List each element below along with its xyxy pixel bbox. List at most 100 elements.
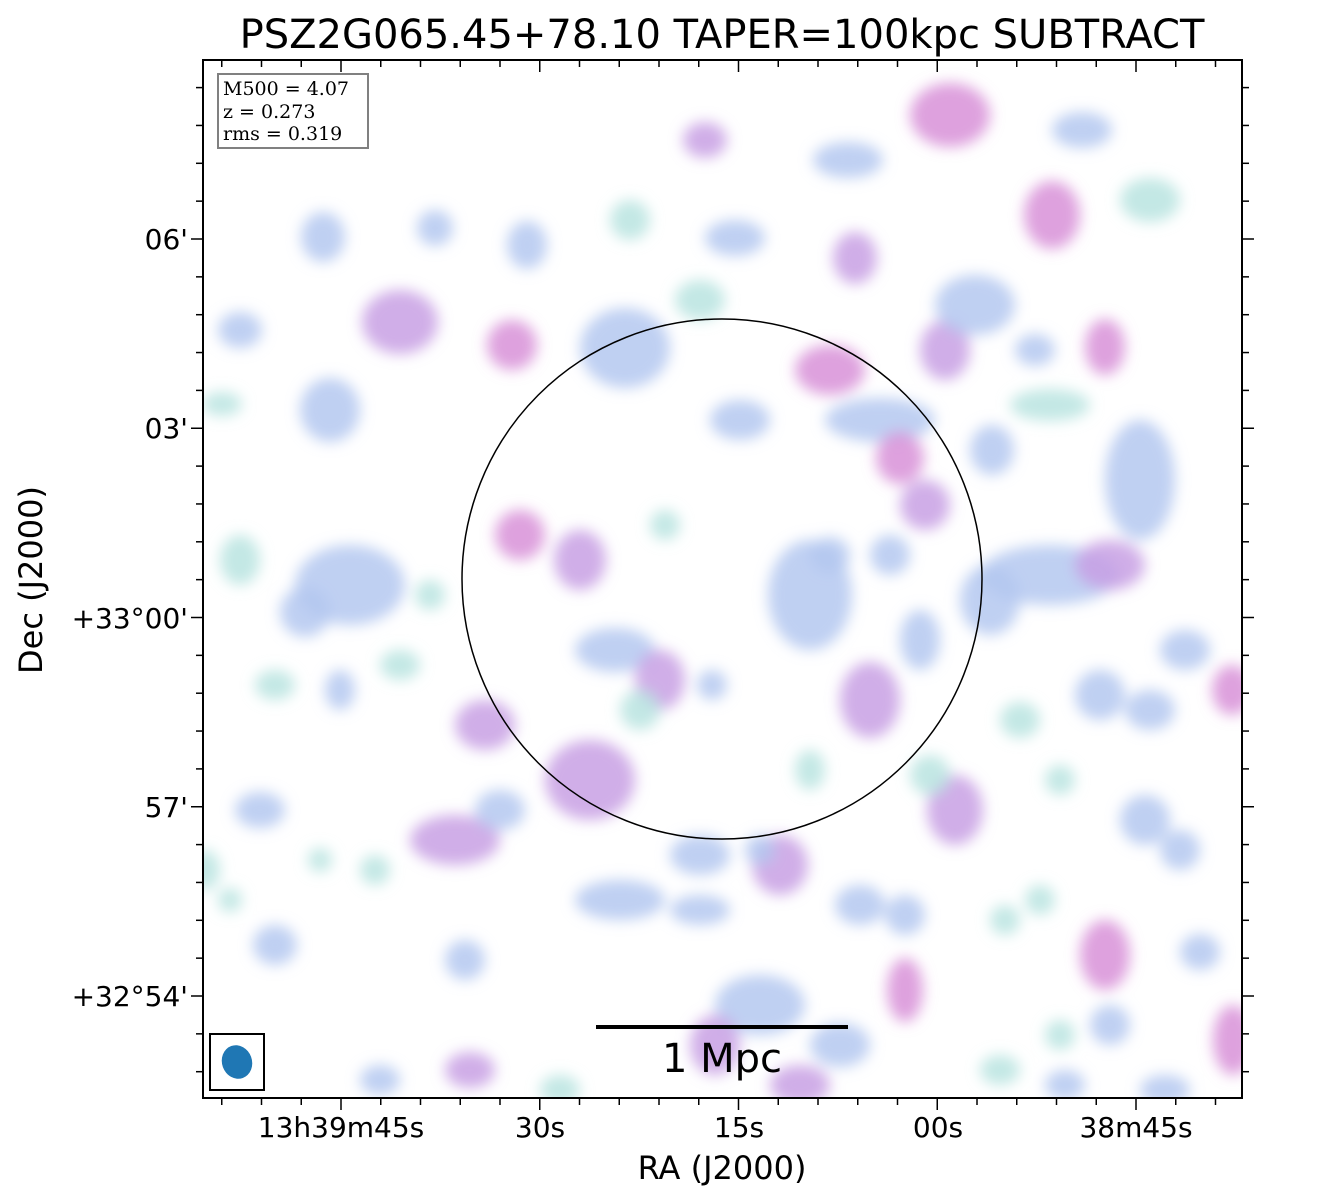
- x-tick-label: 30s: [515, 1111, 565, 1144]
- emission-blob: [610, 200, 650, 240]
- emission-blob: [475, 790, 525, 830]
- emission-blob: [495, 510, 545, 560]
- emission-blob: [1212, 665, 1242, 715]
- emission-blob: [301, 212, 345, 262]
- info-m500: M500 = 4.07: [223, 78, 349, 100]
- emission-blob: [1015, 334, 1055, 366]
- emission-blob: [670, 835, 730, 875]
- emission-blob: [554, 530, 606, 590]
- emission-blob: [810, 1023, 870, 1067]
- info-box: M500 = 4.07 z = 0.273 rms = 0.319: [217, 73, 369, 149]
- emission-blob: [833, 232, 877, 284]
- emission-blob: [380, 650, 420, 680]
- emission-blob: [910, 83, 990, 147]
- emission-blob: [1080, 920, 1130, 990]
- emission-blob: [1045, 1070, 1085, 1098]
- emission-blob: [1120, 795, 1170, 845]
- emission-blob: [935, 275, 1015, 335]
- emission-blob: [876, 432, 924, 484]
- beam-ellipse: [221, 1045, 253, 1079]
- emission-blob: [540, 1075, 580, 1098]
- emission-blob: [415, 580, 445, 610]
- emission-blob: [253, 925, 297, 965]
- emission-blob: [220, 535, 260, 585]
- emission-blob: [795, 750, 825, 790]
- emission-blob: [203, 392, 242, 416]
- emission-blob: [990, 905, 1020, 935]
- emission-blob: [1105, 420, 1175, 540]
- emission-blob: [813, 142, 883, 178]
- emission-blob: [710, 400, 770, 440]
- emission-blob: [683, 122, 727, 158]
- emission-blob: [545, 740, 635, 820]
- emission-blob: [697, 670, 727, 700]
- emission-blob: [927, 775, 983, 845]
- emission-blob: [1052, 112, 1112, 148]
- x-axis-label: RA (J2000): [638, 1149, 807, 1187]
- emission-blob: [870, 535, 910, 575]
- emission-blob: [360, 1065, 400, 1095]
- scale-bar-label: 1 Mpc: [662, 1036, 782, 1082]
- x-tick-label: 00s: [913, 1111, 963, 1144]
- emission-blob: [1025, 885, 1055, 915]
- emission-blob: [1024, 181, 1080, 249]
- emission-blob: [980, 1055, 1020, 1085]
- emission-blob: [970, 425, 1014, 475]
- scale-bar: 1 Mpc: [596, 1025, 848, 1082]
- radio-emission-map: [203, 83, 1242, 1098]
- emission-blob: [770, 1065, 830, 1098]
- y-tick-label: 57': [145, 791, 188, 824]
- emission-blob: [580, 308, 670, 388]
- emission-blob: [218, 312, 262, 348]
- emission-blob: [1213, 1005, 1242, 1075]
- emission-blob: [360, 855, 390, 885]
- emission-blob: [900, 480, 950, 530]
- emission-blob: [1160, 830, 1200, 870]
- emission-blob: [910, 755, 950, 795]
- beam-box: [209, 1033, 265, 1091]
- emission-blob: [1010, 389, 1090, 421]
- emission-blob: [900, 610, 940, 670]
- emission-blob: [487, 320, 537, 370]
- emission-blob: [795, 345, 865, 395]
- emission-blob: [445, 940, 485, 980]
- emission-blob: [1000, 702, 1040, 738]
- emission-blob: [810, 537, 850, 573]
- emission-blob: [575, 628, 655, 672]
- emission-blob: [455, 700, 515, 750]
- emission-blob: [745, 835, 775, 865]
- emission-blob: [1090, 1005, 1130, 1045]
- y-tick-label: 03': [145, 412, 188, 445]
- emission-blob: [840, 662, 900, 738]
- y-tick-label: 06': [145, 223, 188, 256]
- emission-blob: [650, 510, 680, 540]
- emission-blob: [705, 220, 765, 256]
- emission-blob: [218, 888, 242, 912]
- emission-blob: [1045, 1020, 1075, 1050]
- x-tick-label: 13h39m45s: [258, 1111, 425, 1144]
- emission-blob: [690, 1015, 740, 1075]
- emission-blob: [235, 792, 285, 828]
- emission-blob: [1045, 765, 1075, 795]
- emission-blob: [675, 280, 725, 320]
- info-rms: rms = 0.319: [223, 123, 342, 145]
- emission-blob: [715, 975, 805, 1035]
- emission-blob: [1180, 934, 1220, 970]
- emission-blob: [1075, 670, 1125, 720]
- emission-blob: [417, 210, 453, 246]
- emission-blob: [670, 895, 730, 925]
- emission-blob: [325, 670, 355, 710]
- emission-blob: [1125, 690, 1175, 730]
- emission-blob: [300, 378, 360, 442]
- emission-blob: [920, 320, 970, 380]
- emission-blob: [887, 958, 923, 1022]
- emission-blob: [825, 398, 935, 442]
- emission-blob: [1120, 178, 1180, 222]
- x-tick-label: 15s: [714, 1111, 764, 1144]
- chart-title: PSZ2G065.45+78.10 TAPER=100kpc SUBTRACT: [240, 12, 1205, 58]
- info-redshift: z = 0.273: [223, 101, 315, 123]
- emission-blob: [410, 815, 500, 865]
- emission-blob: [885, 895, 925, 935]
- x-axis: 13h39m45s 30s 15s 00s 38m45s RA (J2000): [258, 1111, 1193, 1187]
